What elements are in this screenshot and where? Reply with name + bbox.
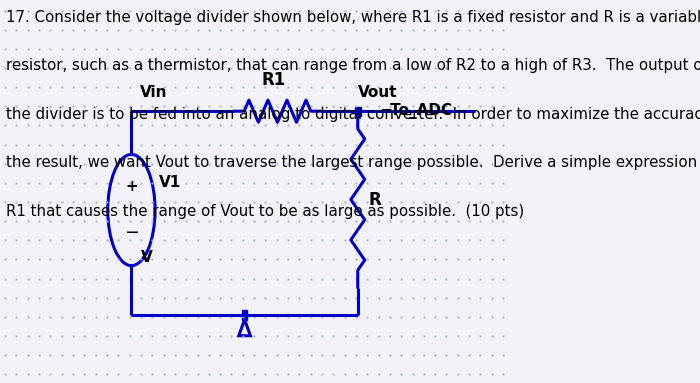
Bar [242, 310, 247, 320]
Text: the result, we want Vout to traverse the largest range possible.  Derive a simpl: the result, we want Vout to traverse the… [6, 155, 700, 170]
Text: V: V [141, 250, 153, 265]
Text: R1: R1 [262, 71, 286, 89]
Text: −: − [124, 224, 139, 242]
Text: 17. Consider the voltage divider shown below, where R1 is a fixed resistor and R: 17. Consider the voltage divider shown b… [6, 10, 700, 25]
Text: +: + [125, 179, 138, 194]
Text: Vout: Vout [358, 85, 398, 100]
Text: the divider is to be fed into an analog to digital converter.  In order to maxim: the divider is to be fed into an analog … [6, 107, 700, 122]
Text: R1 that causes the range of Vout to be as large as possible.  (10 pts): R1 that causes the range of Vout to be a… [6, 204, 524, 219]
Text: ─To_ADC: ─To_ADC [381, 103, 452, 119]
Text: resistor, such as a thermistor, that can range from a low of R2 to a high of R3.: resistor, such as a thermistor, that can… [6, 58, 700, 73]
Bar [355, 106, 360, 116]
Text: R: R [368, 190, 381, 208]
Text: Vin: Vin [140, 85, 168, 100]
Text: V1: V1 [159, 175, 181, 190]
